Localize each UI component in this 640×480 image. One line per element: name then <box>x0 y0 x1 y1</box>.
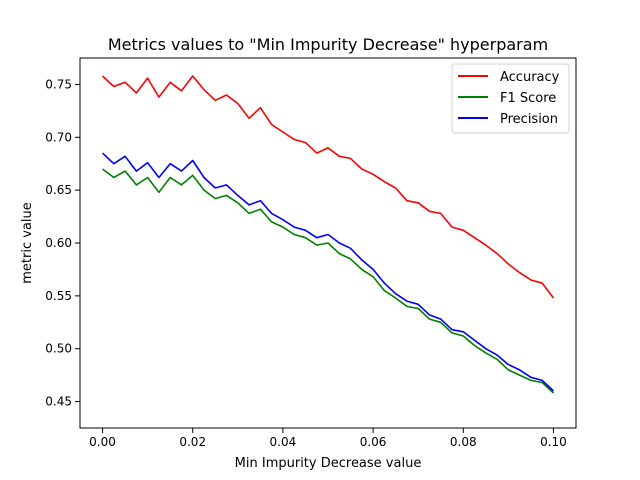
x-tick-label: 0.08 <box>450 435 477 449</box>
legend-label-accuracy: Accuracy <box>500 70 560 85</box>
series-line-accuracy <box>101 75 555 299</box>
x-tick-label: 0.02 <box>179 435 206 449</box>
x-axis: 0.00 0.02 0.04 0.06 0.08 0.10 <box>89 428 567 449</box>
x-tick-label: 0.00 <box>89 435 116 449</box>
y-axis: 0.45 0.50 0.55 0.60 0.65 0.70 0.75 <box>45 77 80 409</box>
legend: Accuracy F1 Score Precision <box>451 63 570 134</box>
chart-title: Metrics values to "Min Impurity Decrease… <box>108 35 548 54</box>
x-tick-label: 0.10 <box>540 435 567 449</box>
y-tick-label: 0.65 <box>45 183 72 197</box>
x-tick-label: 0.04 <box>270 435 297 449</box>
legend-label-f1-score: F1 Score <box>500 91 556 106</box>
y-tick-label: 0.45 <box>45 395 72 409</box>
y-tick-label: 0.75 <box>45 77 72 91</box>
legend-box <box>451 63 570 134</box>
y-tick-label: 0.50 <box>45 342 72 356</box>
y-tick-label: 0.70 <box>45 130 72 144</box>
legend-label-precision: Precision <box>500 112 558 127</box>
y-tick-label: 0.60 <box>45 236 72 250</box>
series-line-precision <box>101 152 555 392</box>
x-axis-label: Min Impurity Decrease value <box>235 456 422 471</box>
series-line-f1-score <box>102 168 555 394</box>
x-tick-label: 0.06 <box>360 435 387 449</box>
y-tick-label: 0.55 <box>45 289 72 303</box>
y-axis-label: metric value <box>20 202 35 284</box>
series-layer <box>101 75 555 394</box>
